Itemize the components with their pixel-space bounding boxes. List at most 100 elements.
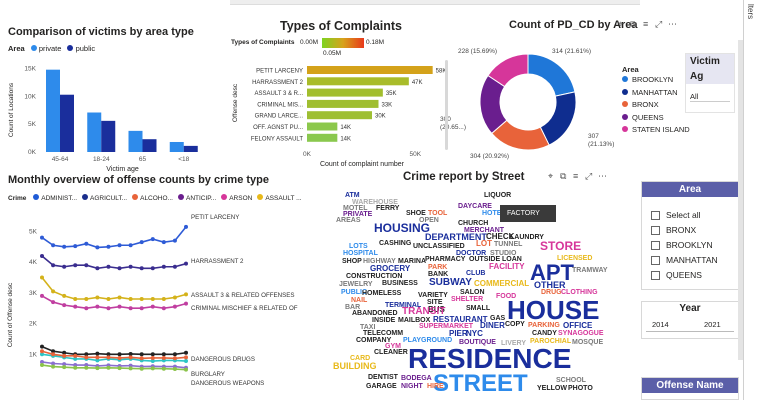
word-cloud-word[interactable]: APT [530, 260, 574, 285]
word-cloud-word[interactable]: ATM [345, 192, 360, 199]
word-cloud-word[interactable]: BUILDING [333, 361, 377, 371]
pin-icon[interactable]: ⌖ [548, 171, 554, 181]
word-cloud-word[interactable]: TOOL [428, 210, 448, 217]
word-cloud-word[interactable]: DEPARTMENT [425, 232, 487, 242]
crime-legend-label[interactable]: AGRICULT... [90, 195, 128, 202]
word-cloud-word[interactable]: COMMERCIAL [474, 279, 530, 288]
word-cloud-word[interactable]: STREET [433, 370, 528, 397]
word-cloud-word[interactable]: FERRY [376, 205, 400, 212]
slice-BROOKLYN[interactable] [527, 53, 576, 97]
word-cloud-word[interactable]: BUS [428, 305, 445, 314]
copy-icon[interactable]: ⧉ [560, 171, 567, 181]
crime-legend-label[interactable]: ANTICIP... [185, 195, 217, 202]
word-cloud-word[interactable]: SMALL [466, 305, 491, 312]
bar-public[interactable] [60, 94, 74, 152]
word-cloud-word[interactable]: MOTEL [343, 205, 368, 212]
filters-pane-label[interactable]: lters [746, 4, 755, 20]
bar-CRIMINAL MIS...[interactable] [307, 99, 379, 108]
area-slicer-item[interactable]: BRONX [651, 223, 738, 238]
word-cloud-word[interactable]: STORE [540, 239, 582, 253]
word-cloud-word[interactable]: CHURCH [458, 220, 489, 227]
word-cloud-word[interactable]: OPEN [419, 217, 439, 224]
checkbox-icon[interactable] [651, 256, 660, 266]
word-cloud-word[interactable]: LOT [476, 239, 492, 248]
copy-icon[interactable]: ⧉ [630, 19, 637, 29]
bar-private[interactable] [128, 130, 143, 152]
word-cloud-word[interactable]: OTHER [534, 280, 566, 290]
word-cloud-word[interactable]: FOOD [496, 293, 517, 300]
word-cloud-word[interactable]: CONSTRUCTION [346, 273, 403, 280]
slice-STATEN ISLAND[interactable] [487, 53, 529, 88]
word-cloud-word[interactable]: HOMELESS [362, 290, 402, 297]
word-cloud-word[interactable]: HOTE [482, 210, 502, 217]
word-cloud-word[interactable]: COPY [505, 321, 525, 328]
crime-legend-label[interactable]: ADMINIST... [41, 195, 78, 202]
bar-public[interactable] [101, 120, 116, 152]
checkbox-icon[interactable] [651, 271, 660, 281]
checkbox-icon[interactable] [651, 226, 660, 236]
word-cloud-word[interactable]: LIVERY [501, 340, 527, 347]
word-cloud-word[interactable]: PARKING [528, 322, 560, 329]
checkbox-icon[interactable] [651, 241, 660, 251]
bar-GRAND LARCE...[interactable] [307, 111, 372, 120]
word-cloud-word[interactable]: DAYCARE [458, 203, 492, 210]
word-cloud-word[interactable]: BUSINESS [382, 280, 418, 287]
area-slicer-item[interactable]: QUEENS [651, 268, 738, 283]
word-cloud-word[interactable]: CARD [350, 355, 371, 362]
bar-FELONY ASSAULT[interactable] [307, 133, 338, 142]
bar-private[interactable] [46, 69, 60, 152]
legend-label-private[interactable]: private [38, 44, 62, 53]
word-cloud-word[interactable]: HOUSING [374, 221, 431, 235]
area-slicer-item[interactable]: Select all [651, 208, 738, 223]
word-cloud-word[interactable]: OFFICE [563, 321, 593, 330]
year-to[interactable]: 2021 [704, 320, 721, 329]
word-cloud-word[interactable]: SITE [427, 299, 443, 306]
word-cloud-word[interactable]: COMPANY [356, 337, 392, 344]
word-cloud-word[interactable]: DRUG [541, 289, 562, 296]
monthly-line-chart[interactable]: 5K 4K 3K 2K 1K Count of Offense desc PETIT LAR… [0, 205, 300, 400]
series-line-PETIT LARCENY[interactable] [41, 226, 187, 249]
word-cloud-word[interactable]: LICENSED [557, 255, 593, 262]
word-cloud-word[interactable]: STUDIO [490, 250, 517, 257]
word-cloud-word[interactable]: CANDY [532, 330, 557, 337]
word-cloud-word[interactable]: TRANSIT [402, 306, 446, 317]
word-cloud-word[interactable]: VARIETY [418, 292, 448, 299]
word-cloud-word[interactable]: OUTSIDE [469, 256, 501, 263]
bar-public[interactable] [142, 139, 157, 152]
word-cloud-word[interactable]: CLUB [466, 270, 486, 277]
word-cloud-word[interactable]: JEWELRY [339, 281, 373, 288]
word-cloud-word[interactable]: CLOTHING [561, 289, 598, 296]
bar-public[interactable] [183, 145, 198, 152]
word-cloud-word[interactable]: NAIL [351, 297, 368, 304]
word-cloud-word[interactable]: PIER [449, 329, 468, 338]
word-cloud-word[interactable]: LOTS [349, 243, 368, 250]
bar-private[interactable] [169, 141, 184, 152]
word-cloud-word[interactable]: LIQUOR [484, 192, 512, 199]
word-cloud-word[interactable]: DINER [480, 321, 505, 330]
word-cloud-word[interactable]: PHARMACY [425, 256, 466, 263]
word-cloud-word[interactable]: PRIVATE [343, 211, 373, 218]
pin-icon[interactable]: ⌖ [618, 19, 624, 29]
pd-legend-item[interactable]: BRONX [622, 99, 692, 112]
filter-icon[interactable]: ≡ [643, 19, 649, 29]
word-cloud-word[interactable]: BANK [428, 271, 449, 278]
word-cloud-word[interactable]: INSIDE [372, 317, 396, 324]
word-cloud-word[interactable]: TELECOMM [363, 330, 404, 337]
word-cloud-word[interactable]: MOSQUE [572, 339, 604, 346]
word-cloud-word[interactable]: TAXI [360, 324, 376, 331]
crime-legend-label[interactable]: ASSAULT ... [265, 195, 302, 202]
bar-PETIT LARCENY[interactable] [307, 66, 433, 74]
bar-ASSAULT 3 & R...[interactable] [307, 88, 383, 97]
word-cloud-word[interactable]: PLAYGROUND [403, 337, 453, 344]
area-slicer-item[interactable]: BROOKLYN [651, 238, 738, 253]
word-cloud-word[interactable]: CLEANER [374, 349, 408, 356]
word-cloud-word[interactable]: HIRE [427, 383, 444, 390]
word-cloud-word[interactable]: MAILBOX [398, 317, 431, 324]
complaints-scrollbar[interactable] [445, 60, 448, 150]
word-cloud-word[interactable]: SHOP [342, 258, 362, 265]
word-cloud-word[interactable]: WAREHOUSE [352, 199, 398, 206]
word-cloud-word[interactable]: TRAMWAY [572, 267, 608, 274]
word-cloud-word[interactable]: SUBWAY [429, 277, 472, 288]
word-cloud-word[interactable]: SCHOOL [556, 377, 586, 384]
area-slicer-item[interactable]: MANHATTAN [651, 253, 738, 268]
